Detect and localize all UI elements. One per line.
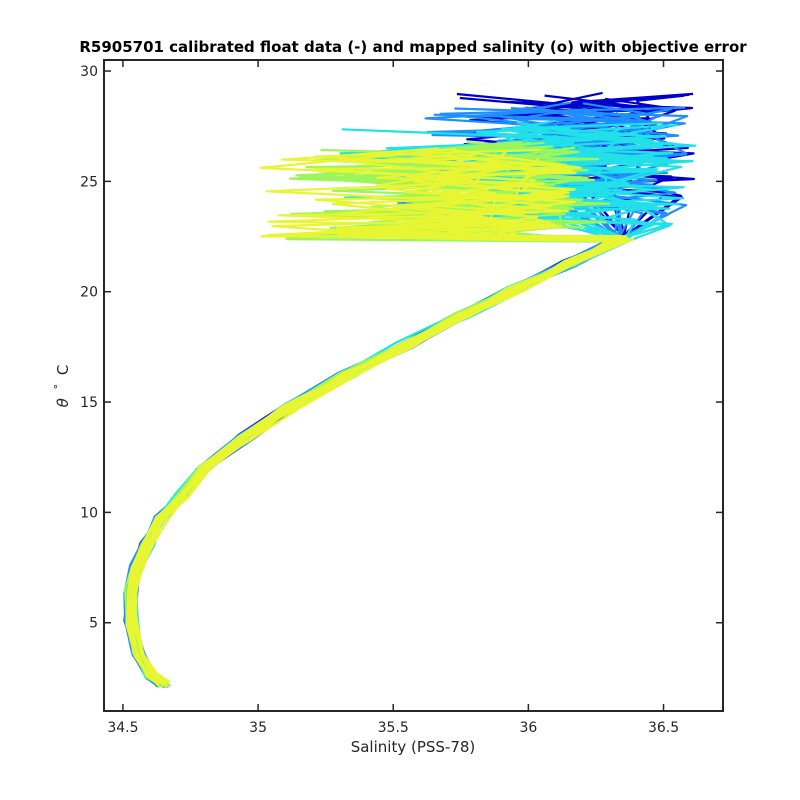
profile-line-60 bbox=[130, 153, 627, 687]
y-axis-label-symbol: θ bbox=[54, 398, 72, 407]
y-tick-label: 5 bbox=[89, 616, 98, 632]
y-axis-ticks: 5 10 15 20 25 30 bbox=[80, 64, 723, 632]
y-axis-label: θ ° C bbox=[48, 365, 72, 408]
plot-frame bbox=[103, 59, 724, 712]
profile-line-57 bbox=[126, 153, 626, 684]
y-tick-label: 10 bbox=[80, 505, 98, 521]
x-tick-label: 35 bbox=[249, 720, 267, 736]
y-tick-label: 25 bbox=[80, 174, 98, 190]
profile-lines bbox=[123, 91, 697, 689]
x-tick-label: 36.5 bbox=[648, 720, 679, 736]
y-tick-label: 20 bbox=[80, 285, 98, 301]
x-tick-label: 35.5 bbox=[378, 720, 409, 736]
x-tick-label: 34.5 bbox=[107, 720, 138, 736]
x-axis-ticks: 34.5 35 35.5 36 36.5 bbox=[107, 60, 679, 736]
x-axis-label: Salinity (PSS-78) bbox=[351, 738, 476, 756]
x-tick-label: 36 bbox=[519, 720, 537, 736]
profile-line-54 bbox=[130, 153, 623, 686]
y-tick-label: 15 bbox=[80, 395, 98, 411]
y-axis-label-degree: ° bbox=[52, 384, 65, 390]
profile-line-61 bbox=[126, 147, 616, 688]
y-axis-label-unit: C bbox=[54, 365, 72, 375]
chart-title: R5905701 calibrated float data (-) and m… bbox=[79, 38, 747, 56]
y-tick-label: 30 bbox=[80, 64, 98, 80]
